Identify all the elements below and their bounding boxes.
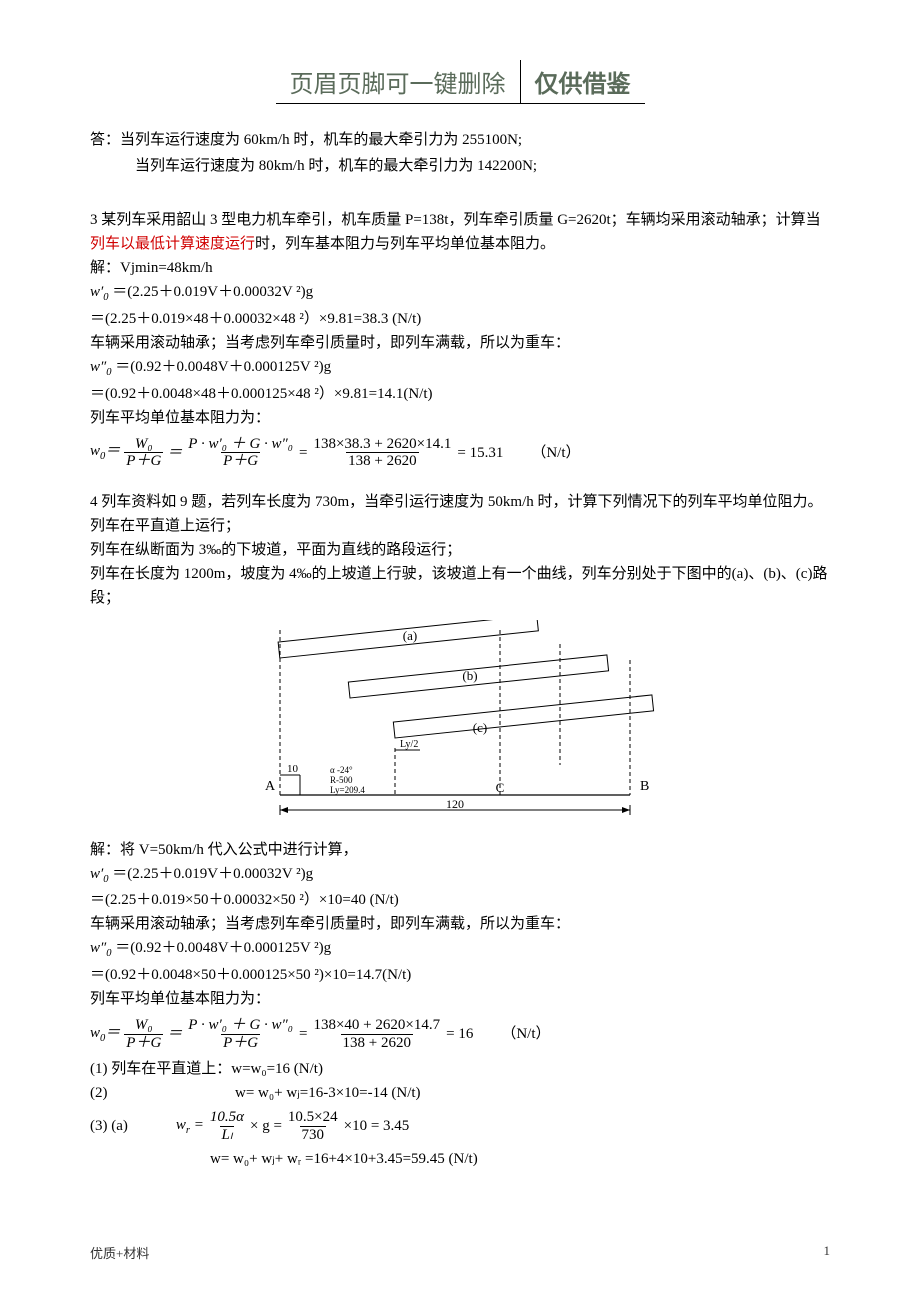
- q3-w0p-calc: ＝(2.25＋0.019×48＋0.00032×48 ²）×9.81=38.3 …: [90, 307, 830, 331]
- content-body: 答：当列车运行速度为 60km/h 时，机车的最大牵引力为 255100N; 当…: [90, 128, 830, 1171]
- q4-p3-num2: 10.5×24: [286, 1109, 340, 1126]
- q4-w0p-calc: ＝(2.25＋0.019×50＋0.00032×50 ²）×10=40 (N/t…: [90, 888, 830, 912]
- diagram-label-B: B: [640, 779, 649, 794]
- q3-w0pp-formula: w″0 ＝(0.92＋0.0048V＋0.000125V ²)g: [90, 355, 830, 382]
- q4-w0pp-formula: w″0 ＝(0.92＋0.0048V＋0.000125V ²)g: [90, 936, 830, 963]
- answer-prefix: 答：: [90, 132, 120, 148]
- q4-part3b: w= w₀+ wⱼ+ wᵣ =16+4×10+3.45=59.45 (N/t): [90, 1147, 830, 1171]
- q4-l2: 列车在纵断面为 3‰的下坡道，平面为直线的路段运行；: [90, 538, 830, 562]
- q3-result: = 15.31: [457, 441, 503, 465]
- q4-p3-mid: × g =: [250, 1114, 282, 1138]
- diagram-label-120: 120: [446, 797, 464, 811]
- q3-w0pp-calc: ＝(0.92＋0.0048×48＋0.000125×48 ²）×9.81=14.…: [90, 382, 830, 406]
- q3-avg-equation: w0＝ W₀P＋G ＝ P · w′₀ ＋ G · w″₀P＋G = 138×3…: [90, 436, 581, 470]
- q3-intro-text: 3 某列车采用韶山 3 型电力机车牵引，机车质量 P=138t，列车牵引质量 G…: [90, 212, 821, 228]
- q3-frac3-num: 138×38.3 + 2620×14.1: [311, 436, 453, 453]
- q4-bearing: 车辆采用滚动轴承；当考虑列车牵引质量时，即列车满载，所以为重车：: [90, 912, 830, 936]
- page-header: 页眉页脚可一键删除 仅供借鉴: [90, 60, 830, 104]
- q4-p3-num1: 10.5α: [208, 1109, 246, 1126]
- q3-bearing: 车辆采用滚动轴承；当考虑列车牵引质量时，即列车满载，所以为重车：: [90, 331, 830, 355]
- q4-w0pp-formula-body: ＝(0.92＋0.0048V＋0.000125V ²)g: [115, 940, 331, 956]
- diagram-label-c: (c): [473, 720, 487, 735]
- q4-sol: 解：将 V=50km/h 代入公式中进行计算，: [90, 838, 830, 862]
- q4-frac3-den: 138 + 2620: [341, 1034, 413, 1052]
- q3-frac3-den: 138 + 2620: [346, 452, 418, 470]
- diagram-label-A: A: [265, 779, 276, 794]
- track-diagram: (a) (b) (c) 10 α -24° R-500 Ly=: [240, 620, 830, 828]
- q3-intro-red: 列车以最低计算速度运行: [90, 236, 255, 252]
- q3-frac2-num: P · w′₀ ＋ G · w″₀: [186, 436, 295, 453]
- q3-frac1-num: W₀: [133, 436, 155, 453]
- diagram-param-1: α -24°: [330, 765, 353, 775]
- q4-frac1-num: W₀: [133, 1017, 155, 1034]
- q4-part2: w= w₀+ wⱼ=16-3×10=-14 (N/t): [235, 1085, 421, 1101]
- q3-w0p-formula: w′0 ＝(2.25＋0.019V＋0.00032V ²)g: [90, 280, 830, 307]
- q4-frac1-den: P＋G: [124, 1034, 163, 1052]
- q3-sol-vj: 解：Vjmin=48km/h: [90, 256, 830, 280]
- diagram-param-2: R-500: [330, 775, 353, 785]
- q4-part2-pre: (2): [90, 1085, 108, 1101]
- q4-unit: （N/t）: [501, 1022, 550, 1046]
- header-left-text: 页眉页脚可一键删除: [276, 60, 521, 104]
- q3-w0pp-formula-body: ＝(0.92＋0.0048V＋0.000125V ²)g: [115, 359, 331, 375]
- diagram-label-a: (a): [403, 628, 417, 643]
- diagram-label-ly2: Ly/2: [400, 739, 418, 750]
- page-footer: 优质+材料 1: [90, 1243, 830, 1262]
- diagram-label-C: C: [496, 780, 505, 795]
- q4-avg-label: 列车平均单位基本阻力为：: [90, 987, 830, 1011]
- q4-part3-row: (3) (a) wr = 10.5αLₗ × g = 10.5×24730 ×1…: [90, 1109, 409, 1143]
- q3-frac1-den: P＋G: [124, 452, 163, 470]
- diagram-label-b: (b): [462, 668, 477, 683]
- footer-page-number: 1: [824, 1243, 831, 1262]
- q4-w0pp-calc: ＝(0.92＋0.0048×50＋0.000125×50 ²)×10=14.7(…: [90, 963, 830, 987]
- q3-w0p-formula-body: ＝(2.25＋0.019V＋0.00032V ²)g: [112, 284, 313, 300]
- q4-part3-pre: (3) (a): [90, 1114, 128, 1138]
- footer-left: 优质+材料: [90, 1243, 149, 1262]
- q4-l1: 列车在平直道上运行；: [90, 514, 830, 538]
- q4-result: = 16: [446, 1022, 473, 1046]
- q4-part1: (1) 列车在平直道上：w=w₀=16 (N/t): [90, 1057, 830, 1081]
- q4-avg-equation: w0＝ W₀P＋G ＝ P · w′₀ ＋ G · w″₀P＋G = 138×4…: [90, 1017, 551, 1051]
- header-right-text: 仅供借鉴: [521, 60, 645, 104]
- q3-avg-label: 列车平均单位基本阻力为：: [90, 406, 830, 430]
- q3-unit: （N/t）: [531, 441, 580, 465]
- q4-p3-tail: ×10 = 3.45: [344, 1114, 410, 1138]
- q4-frac3-num: 138×40 + 2620×14.7: [311, 1017, 442, 1034]
- q4-p3-den1: Lₗ: [220, 1126, 235, 1144]
- q3-intro: 3 某列车采用韶山 3 型电力机车牵引，机车质量 P=138t，列车牵引质量 G…: [90, 208, 830, 256]
- answer-text-1: 当列车运行速度为 60km/h 时，机车的最大牵引力为 255100N;: [120, 132, 522, 148]
- diagram-param-3: Ly=209.4: [330, 785, 365, 795]
- q4-part2-row: (2) w= w₀+ wⱼ=16-3×10=-14 (N/t): [90, 1081, 830, 1105]
- q3-frac2-den: P＋G: [221, 452, 260, 470]
- q4-intro: 4 列车资料如 9 题，若列车长度为 730m，当牵引运行速度为 50km/h …: [90, 490, 830, 514]
- q4-frac2-den: P＋G: [221, 1034, 260, 1052]
- answer-line-1: 答：当列车运行速度为 60km/h 时，机车的最大牵引力为 255100N;: [90, 128, 830, 152]
- q4-w0p-formula: w′0 ＝(2.25＋0.019V＋0.00032V ²)g: [90, 862, 830, 889]
- q4-w0p-formula-body: ＝(2.25＋0.019V＋0.00032V ²)g: [112, 866, 313, 882]
- diagram-label-ten: 10: [287, 763, 299, 775]
- q3-intro-after: 时，列车基本阻力与列车平均单位基本阻力。: [255, 236, 555, 252]
- answer-line-2: 当列车运行速度为 80km/h 时，机车的最大牵引力为 142200N;: [90, 154, 830, 178]
- q4-p3-den2: 730: [300, 1126, 327, 1144]
- q4-l3: 列车在长度为 1200m，坡度为 4‰的上坡道上行驶，该坡道上有一个曲线，列车分…: [90, 562, 830, 610]
- page: 页眉页脚可一键删除 仅供借鉴 答：当列车运行速度为 60km/h 时，机车的最大…: [0, 0, 920, 1302]
- q4-frac2-num: P · w′₀ ＋ G · w″₀: [186, 1017, 295, 1034]
